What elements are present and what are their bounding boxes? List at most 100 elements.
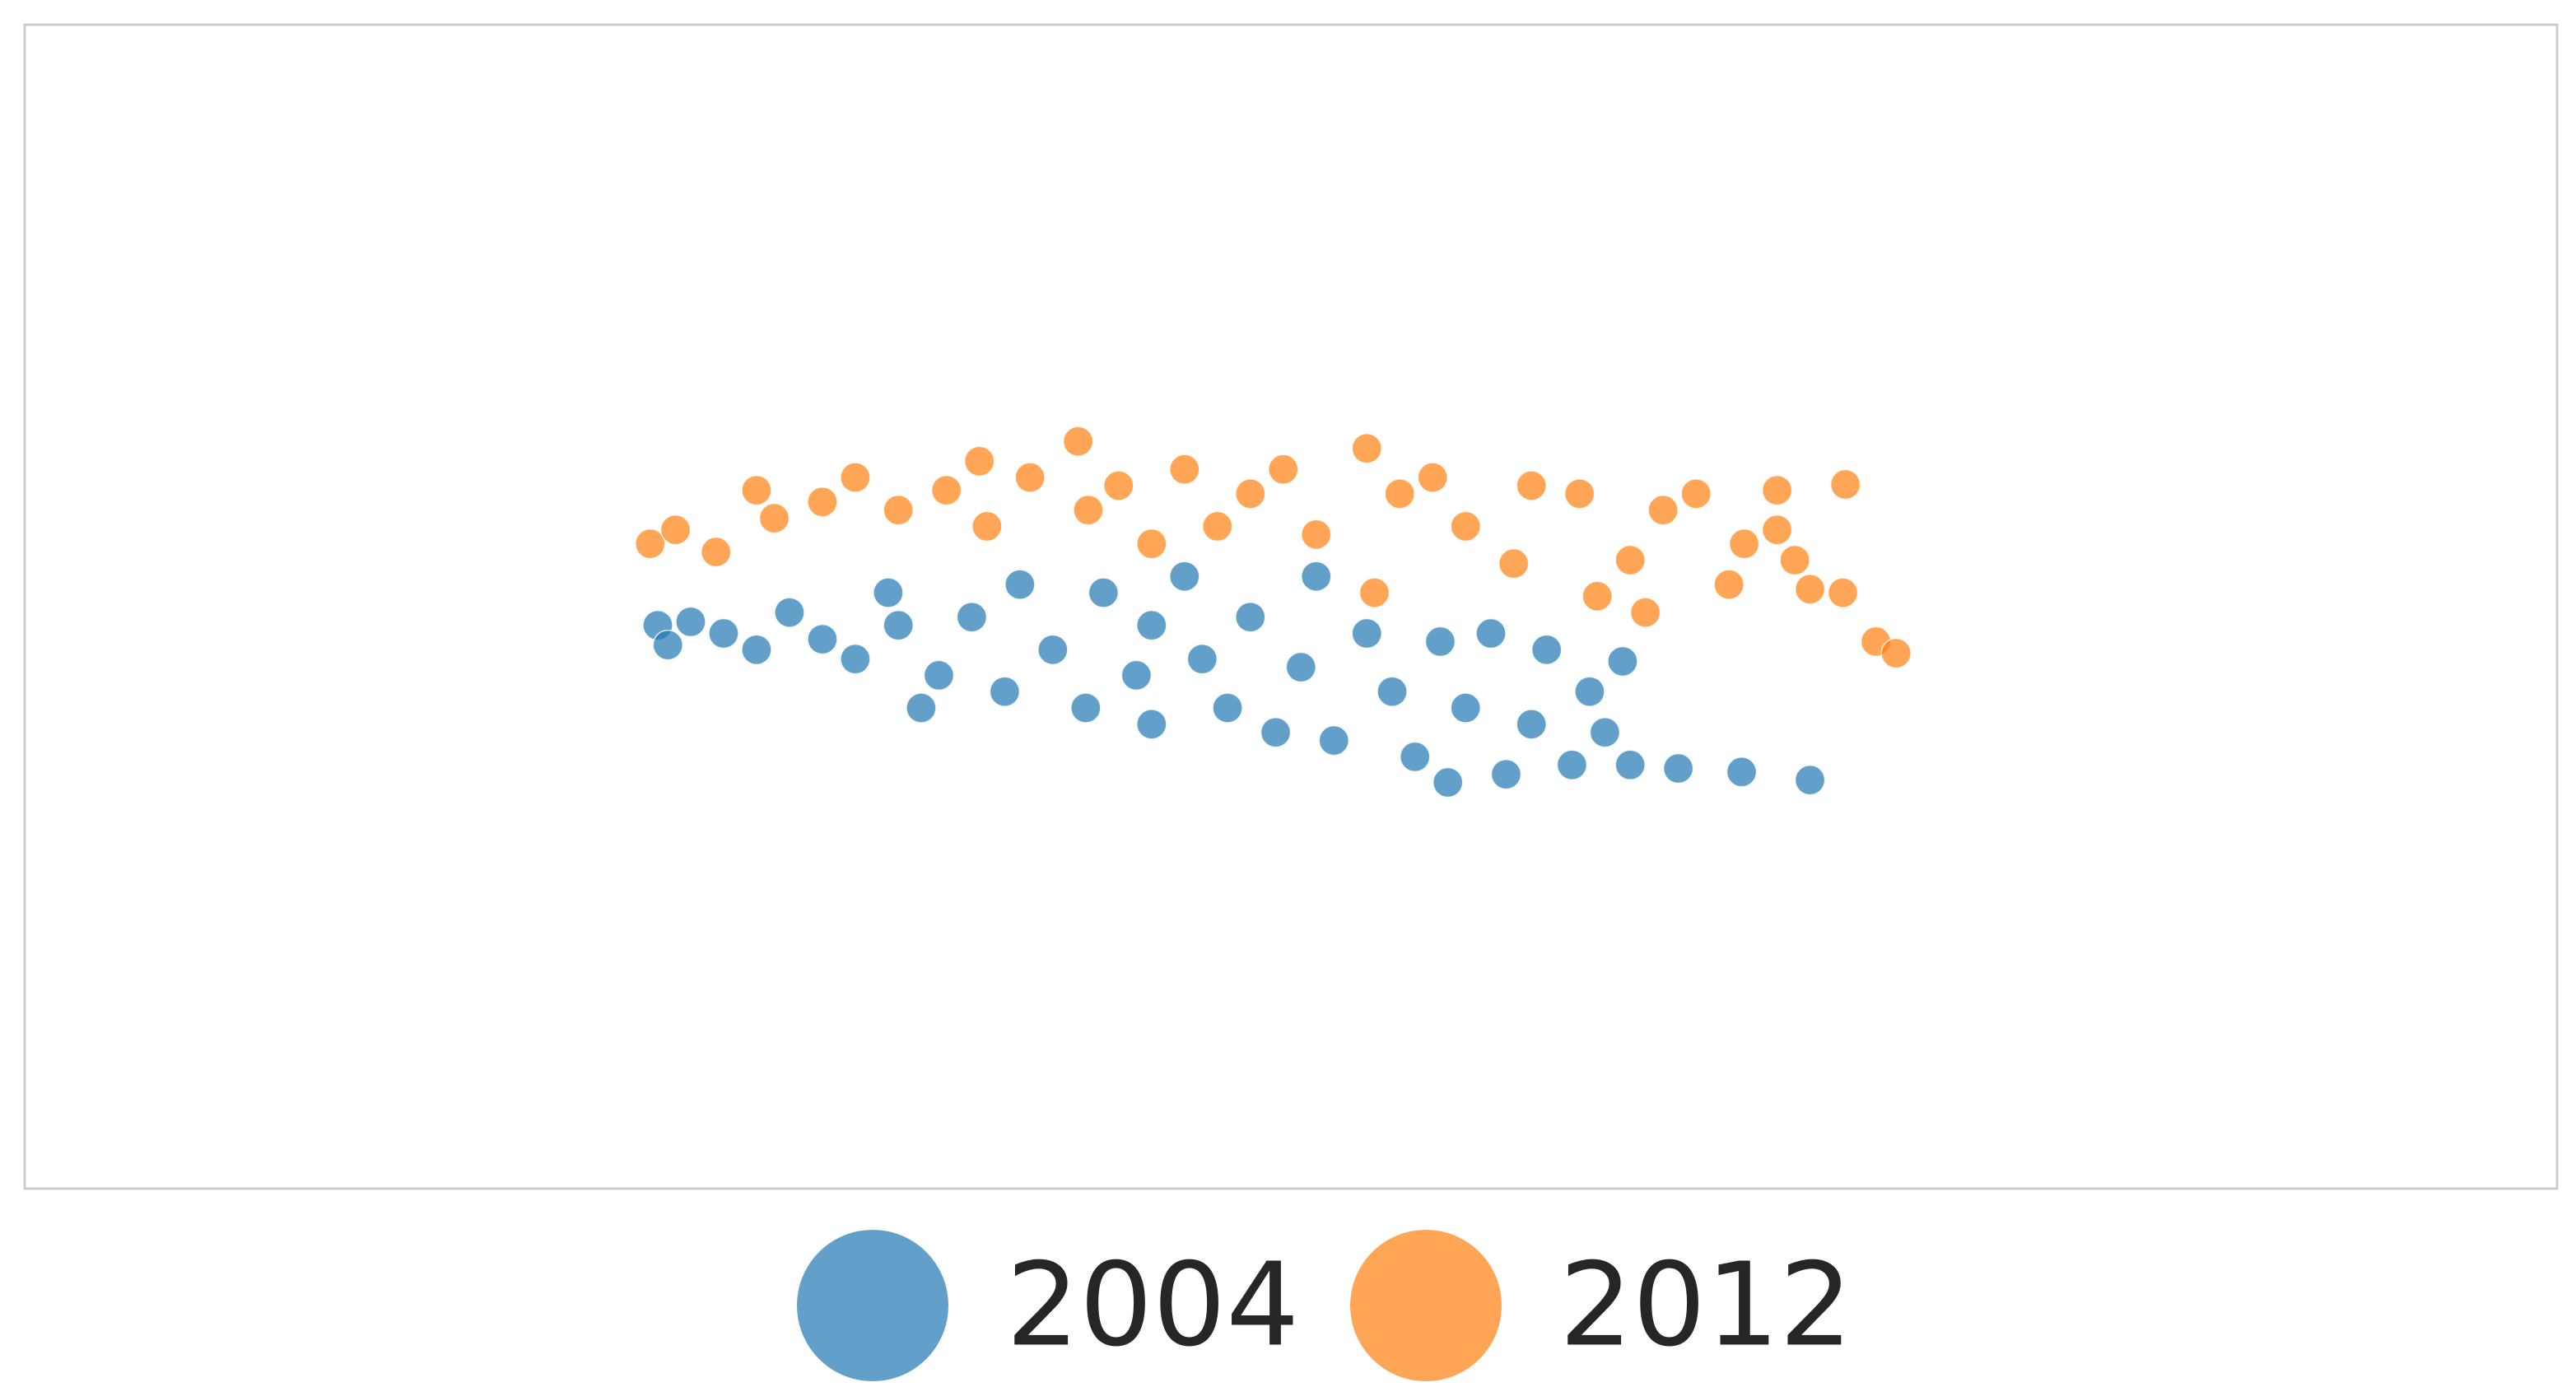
point (1212, 692, 1243, 724)
point (1607, 645, 1638, 677)
point (1384, 478, 1416, 510)
point (807, 623, 838, 655)
point (1062, 426, 1094, 457)
point (1070, 692, 1102, 724)
point (1779, 544, 1810, 576)
point (1073, 494, 1104, 526)
legend-label: 2004 (1006, 1239, 1299, 1373)
point (1827, 577, 1859, 608)
point (700, 536, 732, 568)
series-1 (635, 426, 1912, 669)
point (1589, 716, 1621, 748)
point (1358, 577, 1390, 608)
point (1761, 514, 1793, 546)
point (1563, 478, 1595, 510)
point (1450, 510, 1481, 542)
point (1880, 637, 1912, 669)
point (741, 634, 772, 666)
point (1574, 676, 1605, 707)
point (1490, 758, 1522, 790)
point (840, 462, 871, 493)
point (1829, 468, 1861, 500)
point (1351, 432, 1383, 464)
point (1169, 561, 1200, 592)
point (923, 659, 955, 691)
point (1037, 634, 1069, 666)
point (659, 514, 692, 546)
point (758, 502, 790, 534)
point (1728, 528, 1760, 560)
point (840, 643, 871, 675)
point (774, 597, 805, 628)
point (1351, 617, 1383, 649)
point (1680, 478, 1712, 510)
point (1186, 643, 1218, 675)
legend-label: 2012 (1559, 1239, 1852, 1373)
point (1260, 716, 1292, 748)
point (1424, 626, 1456, 658)
point (1530, 634, 1563, 666)
point (930, 474, 962, 506)
legend-marker (797, 1230, 948, 1381)
point (1377, 676, 1408, 707)
plot-area (23, 23, 2559, 1190)
point (906, 692, 937, 724)
point (1556, 749, 1588, 781)
point (1014, 462, 1046, 493)
point (1516, 470, 1547, 501)
point (956, 601, 988, 633)
plot-frame (23, 23, 2559, 1190)
point (807, 486, 838, 518)
point (1103, 470, 1134, 501)
point (1136, 709, 1167, 740)
point (1629, 597, 1661, 628)
point (963, 445, 995, 477)
point (1120, 659, 1153, 691)
point (1285, 651, 1317, 683)
point (652, 629, 684, 661)
point (708, 617, 739, 649)
point (1399, 741, 1431, 773)
point (1004, 569, 1036, 600)
point (1761, 474, 1793, 506)
legend-marker (1350, 1230, 1502, 1381)
point (1516, 709, 1547, 740)
point (1432, 766, 1464, 798)
point (1136, 528, 1167, 560)
point (635, 528, 666, 560)
point (1794, 574, 1826, 605)
point (1498, 547, 1530, 579)
point (1136, 609, 1167, 641)
point (1169, 454, 1200, 485)
point (989, 676, 1021, 707)
point (1235, 601, 1266, 633)
point (883, 494, 914, 526)
point (1301, 519, 1332, 551)
point (1450, 692, 1481, 724)
point (1726, 756, 1758, 788)
point (1235, 478, 1266, 510)
series-0 (642, 561, 1826, 798)
point (1614, 544, 1646, 576)
point (1475, 617, 1507, 649)
point (1647, 494, 1679, 526)
point (873, 577, 904, 608)
point (1662, 752, 1694, 784)
point (1088, 577, 1120, 608)
point (971, 510, 1003, 542)
point (1614, 749, 1646, 781)
point (1202, 510, 1233, 542)
point (675, 606, 706, 638)
point (1794, 764, 1826, 796)
point (1417, 462, 1449, 493)
legend: 2004 2012 (797, 1230, 1852, 1381)
point (1581, 580, 1613, 612)
point (1301, 561, 1332, 592)
point (1318, 724, 1350, 756)
point (741, 474, 772, 506)
point (1268, 454, 1299, 485)
point (1713, 569, 1745, 600)
point (883, 609, 914, 641)
